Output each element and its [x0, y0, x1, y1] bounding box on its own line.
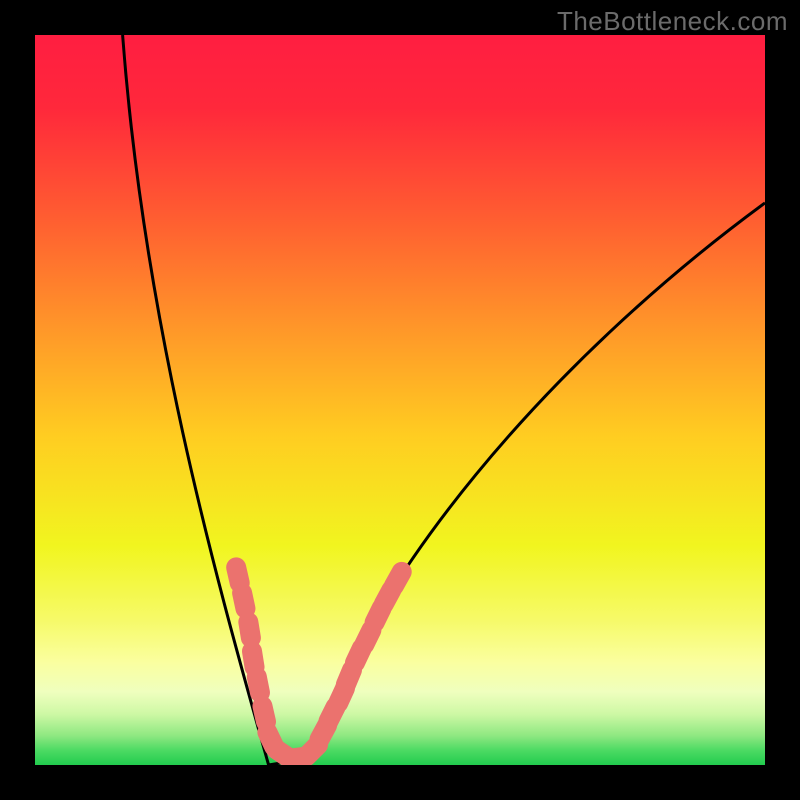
chart-svg: [35, 35, 765, 765]
plot-area: [35, 35, 765, 765]
chart-container: TheBottleneck.com: [0, 0, 800, 800]
gradient-background: [35, 35, 765, 765]
watermark-text: TheBottleneck.com: [557, 6, 788, 37]
